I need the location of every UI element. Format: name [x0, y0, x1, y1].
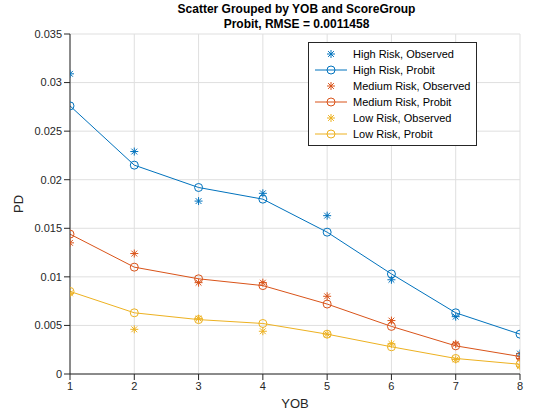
svg-text:0.01: 0.01 [41, 271, 62, 283]
html-text:Medium Risk, Probit: Medium Risk, Probit [353, 96, 452, 108]
html-text:High Risk, Probit: High Risk, Probit [353, 64, 435, 76]
html-text:Low Risk, Probit: Low Risk, Probit [353, 128, 433, 140]
svg-text:PD: PD [11, 195, 26, 213]
svg-text:1: 1 [67, 380, 73, 392]
svg-text:0.005: 0.005 [34, 319, 62, 331]
html-text:High Risk, Observed: High Risk, Observed [353, 48, 454, 60]
svg-text:0.035: 0.035 [34, 28, 62, 40]
html-text:Low Risk, Observed: Low Risk, Observed [353, 112, 452, 124]
html-text:Scatter Grouped by YOB and Sco: Scatter Grouped by YOB and ScoreGroup [177, 2, 416, 16]
svg-text:7: 7 [453, 380, 459, 392]
svg-text:6: 6 [388, 380, 394, 392]
html-text:Medium Risk, Observed: Medium Risk, Observed [353, 80, 471, 92]
svg-text:4: 4 [260, 380, 266, 392]
svg-text:0.025: 0.025 [34, 125, 62, 137]
svg-text:2: 2 [131, 380, 137, 392]
svg-text:5: 5 [324, 380, 330, 392]
svg-text:0.02: 0.02 [41, 174, 62, 186]
svg-text:0: 0 [56, 368, 62, 380]
svg-text:0.015: 0.015 [34, 222, 62, 234]
svg-text:0.03: 0.03 [41, 76, 62, 88]
svg-text:YOB: YOB [281, 396, 308, 411]
html-text:Probit, RMSE = 0.0011458: Probit, RMSE = 0.0011458 [223, 17, 370, 31]
svg-text:3: 3 [196, 380, 202, 392]
svg-text:8: 8 [517, 380, 523, 392]
